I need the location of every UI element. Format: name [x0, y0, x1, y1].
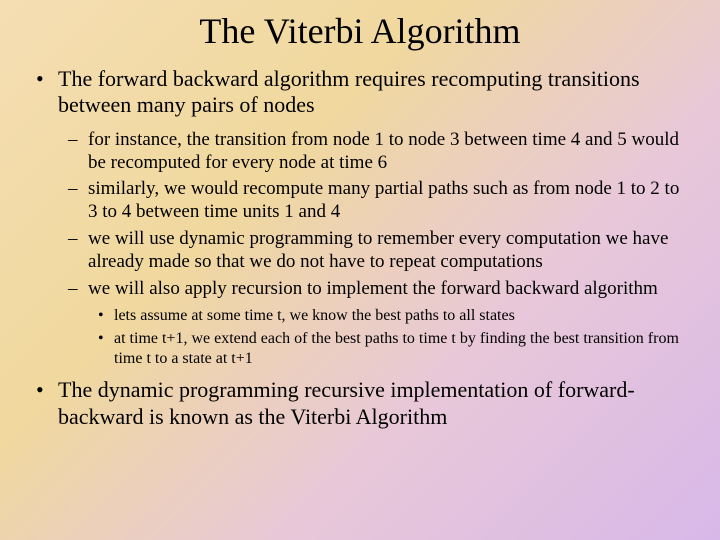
subsub-bullet-text: lets assume at some time t, we know the …	[114, 307, 515, 324]
sub-bullet-item: we will also apply recursion to implemen…	[58, 278, 690, 370]
sub-bullet-text: we will also apply recursion to implemen…	[88, 278, 658, 299]
bullet-item: The dynamic programming recursive implem…	[30, 377, 690, 430]
bullet-text: The forward backward algorithm requires …	[58, 66, 640, 117]
bullet-item: The forward backward algorithm requires …	[30, 66, 690, 369]
slide-title: The Viterbi Algorithm	[30, 10, 690, 52]
sub-bullet-text: similarly, we would recompute many parti…	[88, 178, 679, 222]
subsub-bullet-item: at time t+1, we extend each of the best …	[88, 329, 690, 369]
bullet-text: The dynamic programming recursive implem…	[58, 377, 635, 428]
subsub-bullet-text: at time t+1, we extend each of the best …	[114, 330, 679, 367]
sub-bullet-item: we will use dynamic programming to remem…	[58, 228, 690, 274]
sub-bullet-item: similarly, we would recompute many parti…	[58, 178, 690, 224]
sub-bullet-text: for instance, the transition from node 1…	[88, 129, 679, 173]
sub-bullet-item: for instance, the transition from node 1…	[58, 129, 690, 175]
subsub-bullet-item: lets assume at some time t, we know the …	[88, 306, 690, 326]
bullet-list-level1: The forward backward algorithm requires …	[30, 66, 690, 430]
sub-bullet-text: we will use dynamic programming to remem…	[88, 228, 668, 272]
bullet-list-level2: for instance, the transition from node 1…	[58, 129, 690, 370]
bullet-list-level3: lets assume at some time t, we know the …	[88, 306, 690, 369]
